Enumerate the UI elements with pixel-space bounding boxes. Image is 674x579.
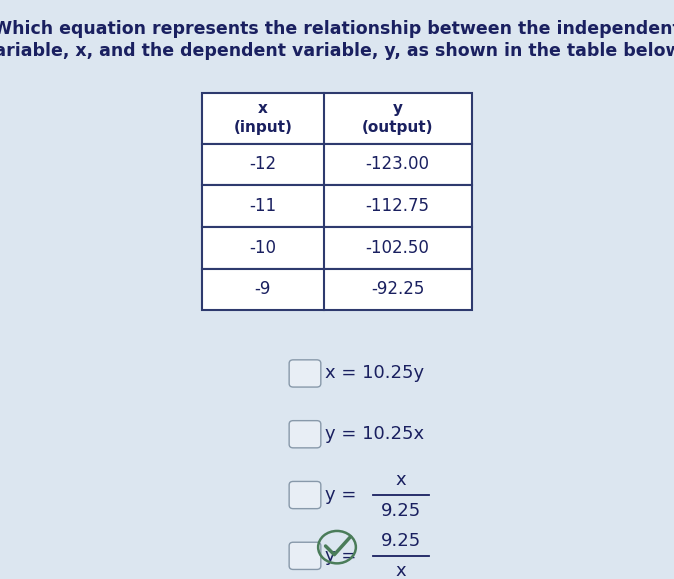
Text: x: x	[396, 562, 406, 579]
FancyBboxPatch shape	[202, 93, 472, 144]
Text: -12: -12	[249, 155, 276, 174]
FancyBboxPatch shape	[202, 185, 472, 227]
Text: -102.50: -102.50	[366, 239, 429, 257]
Text: -9: -9	[255, 280, 271, 299]
Text: x: x	[396, 471, 406, 489]
FancyBboxPatch shape	[202, 227, 472, 269]
Text: -10: -10	[249, 239, 276, 257]
Text: Which equation represents the relationship between the independent: Which equation represents the relationsh…	[0, 20, 674, 38]
FancyBboxPatch shape	[202, 269, 472, 310]
Text: 9.25: 9.25	[381, 501, 421, 520]
Text: (input): (input)	[233, 120, 293, 135]
FancyBboxPatch shape	[289, 542, 321, 570]
FancyBboxPatch shape	[289, 360, 321, 387]
Text: y =: y =	[325, 547, 362, 565]
Text: variable, x, and the dependent variable, y, as shown in the table below?: variable, x, and the dependent variable,…	[0, 42, 674, 60]
Text: y = 10.25x: y = 10.25x	[325, 425, 424, 444]
Text: -112.75: -112.75	[366, 197, 429, 215]
Text: -92.25: -92.25	[371, 280, 425, 299]
Text: 9.25: 9.25	[381, 532, 421, 550]
FancyBboxPatch shape	[289, 420, 321, 448]
Text: y =: y =	[325, 486, 362, 504]
Text: x = 10.25y: x = 10.25y	[325, 364, 424, 383]
Text: y: y	[393, 101, 402, 116]
Text: -11: -11	[249, 197, 276, 215]
FancyBboxPatch shape	[289, 482, 321, 509]
FancyBboxPatch shape	[202, 144, 472, 185]
Text: x: x	[258, 101, 268, 116]
Text: (output): (output)	[362, 120, 433, 135]
Text: -123.00: -123.00	[366, 155, 429, 174]
